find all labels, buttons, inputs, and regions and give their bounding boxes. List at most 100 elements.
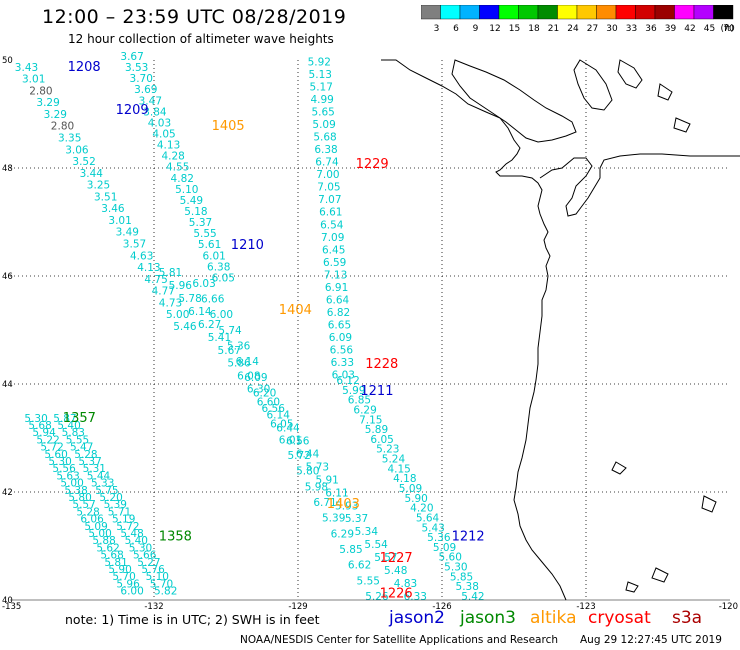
lon-label: -123 <box>576 602 595 610</box>
swh-value: 4.73 <box>159 297 182 309</box>
swh-value: 5.30 <box>24 413 47 425</box>
swh-value: 6.54 <box>320 219 344 231</box>
swh-value: 6.11 <box>325 487 348 499</box>
swh-value: 5.17 <box>310 81 333 93</box>
swh-value: 5.83 <box>62 427 85 439</box>
swh-value: 6.29 <box>353 404 376 416</box>
swh-value: 4.99 <box>310 94 333 106</box>
swh-value: 5.09 <box>312 119 335 131</box>
colorbar-tick: 36 <box>645 24 657 34</box>
swh-value: 6.14 <box>188 306 212 318</box>
swh-value: 5.62 <box>96 542 119 554</box>
lon-label: -132 <box>144 602 163 610</box>
swh-value: 3.53 <box>125 62 148 74</box>
swh-value: 5.31 <box>83 463 106 475</box>
swh-value: 5.38 <box>64 485 87 497</box>
swh-value: 5.60 <box>439 552 462 564</box>
swh-value: 3.57 <box>123 239 146 251</box>
swh-value: 6.05 <box>212 272 235 284</box>
swh-value: 5.40 <box>57 420 80 432</box>
pass-label: 1210 <box>231 238 264 253</box>
swh-value: 7.15 <box>359 414 382 426</box>
swh-value: 5.68 <box>28 420 51 432</box>
lat-label: 48 <box>2 164 13 174</box>
swh-value: 3.84 <box>143 106 167 118</box>
track-1229: 5.925.135.174.995.655.095.686.386.747.00… <box>308 56 355 381</box>
coastline-island-small5 <box>611 461 627 475</box>
coastline-island-north <box>451 59 577 143</box>
credit-line: NOAA/NESDIS Center for Satellite Applica… <box>240 634 558 646</box>
swh-value: 4.05 <box>152 128 175 140</box>
swh-value: 6.38 <box>314 144 337 156</box>
swh-value: 5.92 <box>308 56 331 68</box>
colorbar-tick: 39 <box>665 24 677 34</box>
lat-label: 50 <box>2 56 13 66</box>
swh-value: 6.00 <box>120 586 143 598</box>
swh-value: 5.09 <box>433 542 456 554</box>
swh-value: 5.47 <box>70 442 93 454</box>
pass-label: 1209 <box>116 103 149 118</box>
swh-value: 5.73 <box>306 461 329 473</box>
swh-value: 6.56 <box>262 403 286 415</box>
wave-height-map: 3.433.012.803.293.292.803.353.063.523.44… <box>2 51 740 610</box>
color-scale-legend: 3 6 9 12 15 18 21 24 27 30 33 36 39 42 45 70(ft) <box>421 5 735 34</box>
swh-value: 5.65 <box>311 107 334 119</box>
altimeter-tracks: 3.433.012.803.293.292.803.353.063.523.44… <box>15 51 485 603</box>
swh-value: 6.44 <box>276 423 300 435</box>
swh-value: 5.82 <box>154 586 177 598</box>
swh-value: 5.81 <box>159 267 182 279</box>
swh-value: 5.72 <box>116 521 139 533</box>
swh-value: 5.61 <box>198 239 221 251</box>
swh-value: 4.63 <box>130 250 153 262</box>
colorbar-tick: 15 <box>509 24 520 34</box>
swh-value: 5.49 <box>180 195 203 207</box>
swh-value: 5.60 <box>44 449 67 461</box>
colorbar-tick: 27 <box>587 24 598 34</box>
pass-label: 1228 <box>365 357 398 372</box>
swh-value: 5.68 <box>313 132 336 144</box>
swh-value: 5.71 <box>108 506 131 518</box>
swh-value: 5.13 <box>309 69 332 81</box>
colorbar-tick: 30 <box>606 24 618 34</box>
swh-value: 5.63 <box>56 470 79 482</box>
swh-value: 5.57 <box>374 552 397 564</box>
swh-value: 6.62 <box>348 560 371 572</box>
swh-value: 6.12 <box>336 375 359 387</box>
swh-value: 3.43 <box>15 62 38 74</box>
swh-value: 4.15 <box>387 463 410 475</box>
track-1210: 5.815.965.786.146.275.415.675.866.086.30… <box>159 267 427 603</box>
lat-label: 42 <box>2 488 13 498</box>
pass-label: 1403 <box>327 497 360 512</box>
colorbar-tick: 12 <box>489 24 500 34</box>
swh-value: 6.01 <box>279 434 302 446</box>
coastline-island-small1 <box>617 59 643 89</box>
swh-value: 5.37 <box>78 456 101 468</box>
swh-value: 5.68 <box>100 550 123 562</box>
swh-value: 5.39 <box>104 499 127 511</box>
pass-label: 1229 <box>356 157 389 172</box>
pass-label: 1405 <box>212 119 245 134</box>
lon-label: -135 <box>2 602 21 610</box>
swh-value: 5.86 <box>227 358 251 370</box>
swh-value: 6.85 <box>348 395 371 407</box>
coastline-mainland <box>381 59 567 601</box>
lat-label: 40 <box>2 596 13 606</box>
generation-timestamp: Aug 29 12:27:45 UTC 2019 <box>580 634 722 646</box>
swh-value: 5.89 <box>365 424 388 436</box>
track-1405: 3.673.533.703.693.473.844.034.054.134.28… <box>120 51 235 284</box>
swh-value: 4.75 <box>144 274 167 286</box>
colorbar-tick: 70 <box>723 24 735 34</box>
swh-value: 3.67 <box>120 51 143 63</box>
swh-value: 6.27 <box>198 319 221 331</box>
swh-value: 5.44 <box>87 470 111 482</box>
swh-value: 7.00 <box>316 169 339 181</box>
swh-value: 5.28 <box>74 449 97 461</box>
swh-value: 5.00 <box>60 478 83 490</box>
colorbar-tick: 42 <box>684 24 695 34</box>
swh-value: 4.20 <box>410 503 433 515</box>
swh-value: 5.98 <box>305 481 328 493</box>
swh-value: 5.48 <box>384 565 407 577</box>
legend-jason2: jason2 <box>389 608 445 628</box>
swh-value: 3.70 <box>130 73 153 85</box>
track-1208: 3.433.012.803.293.292.803.353.063.523.44… <box>15 62 197 333</box>
